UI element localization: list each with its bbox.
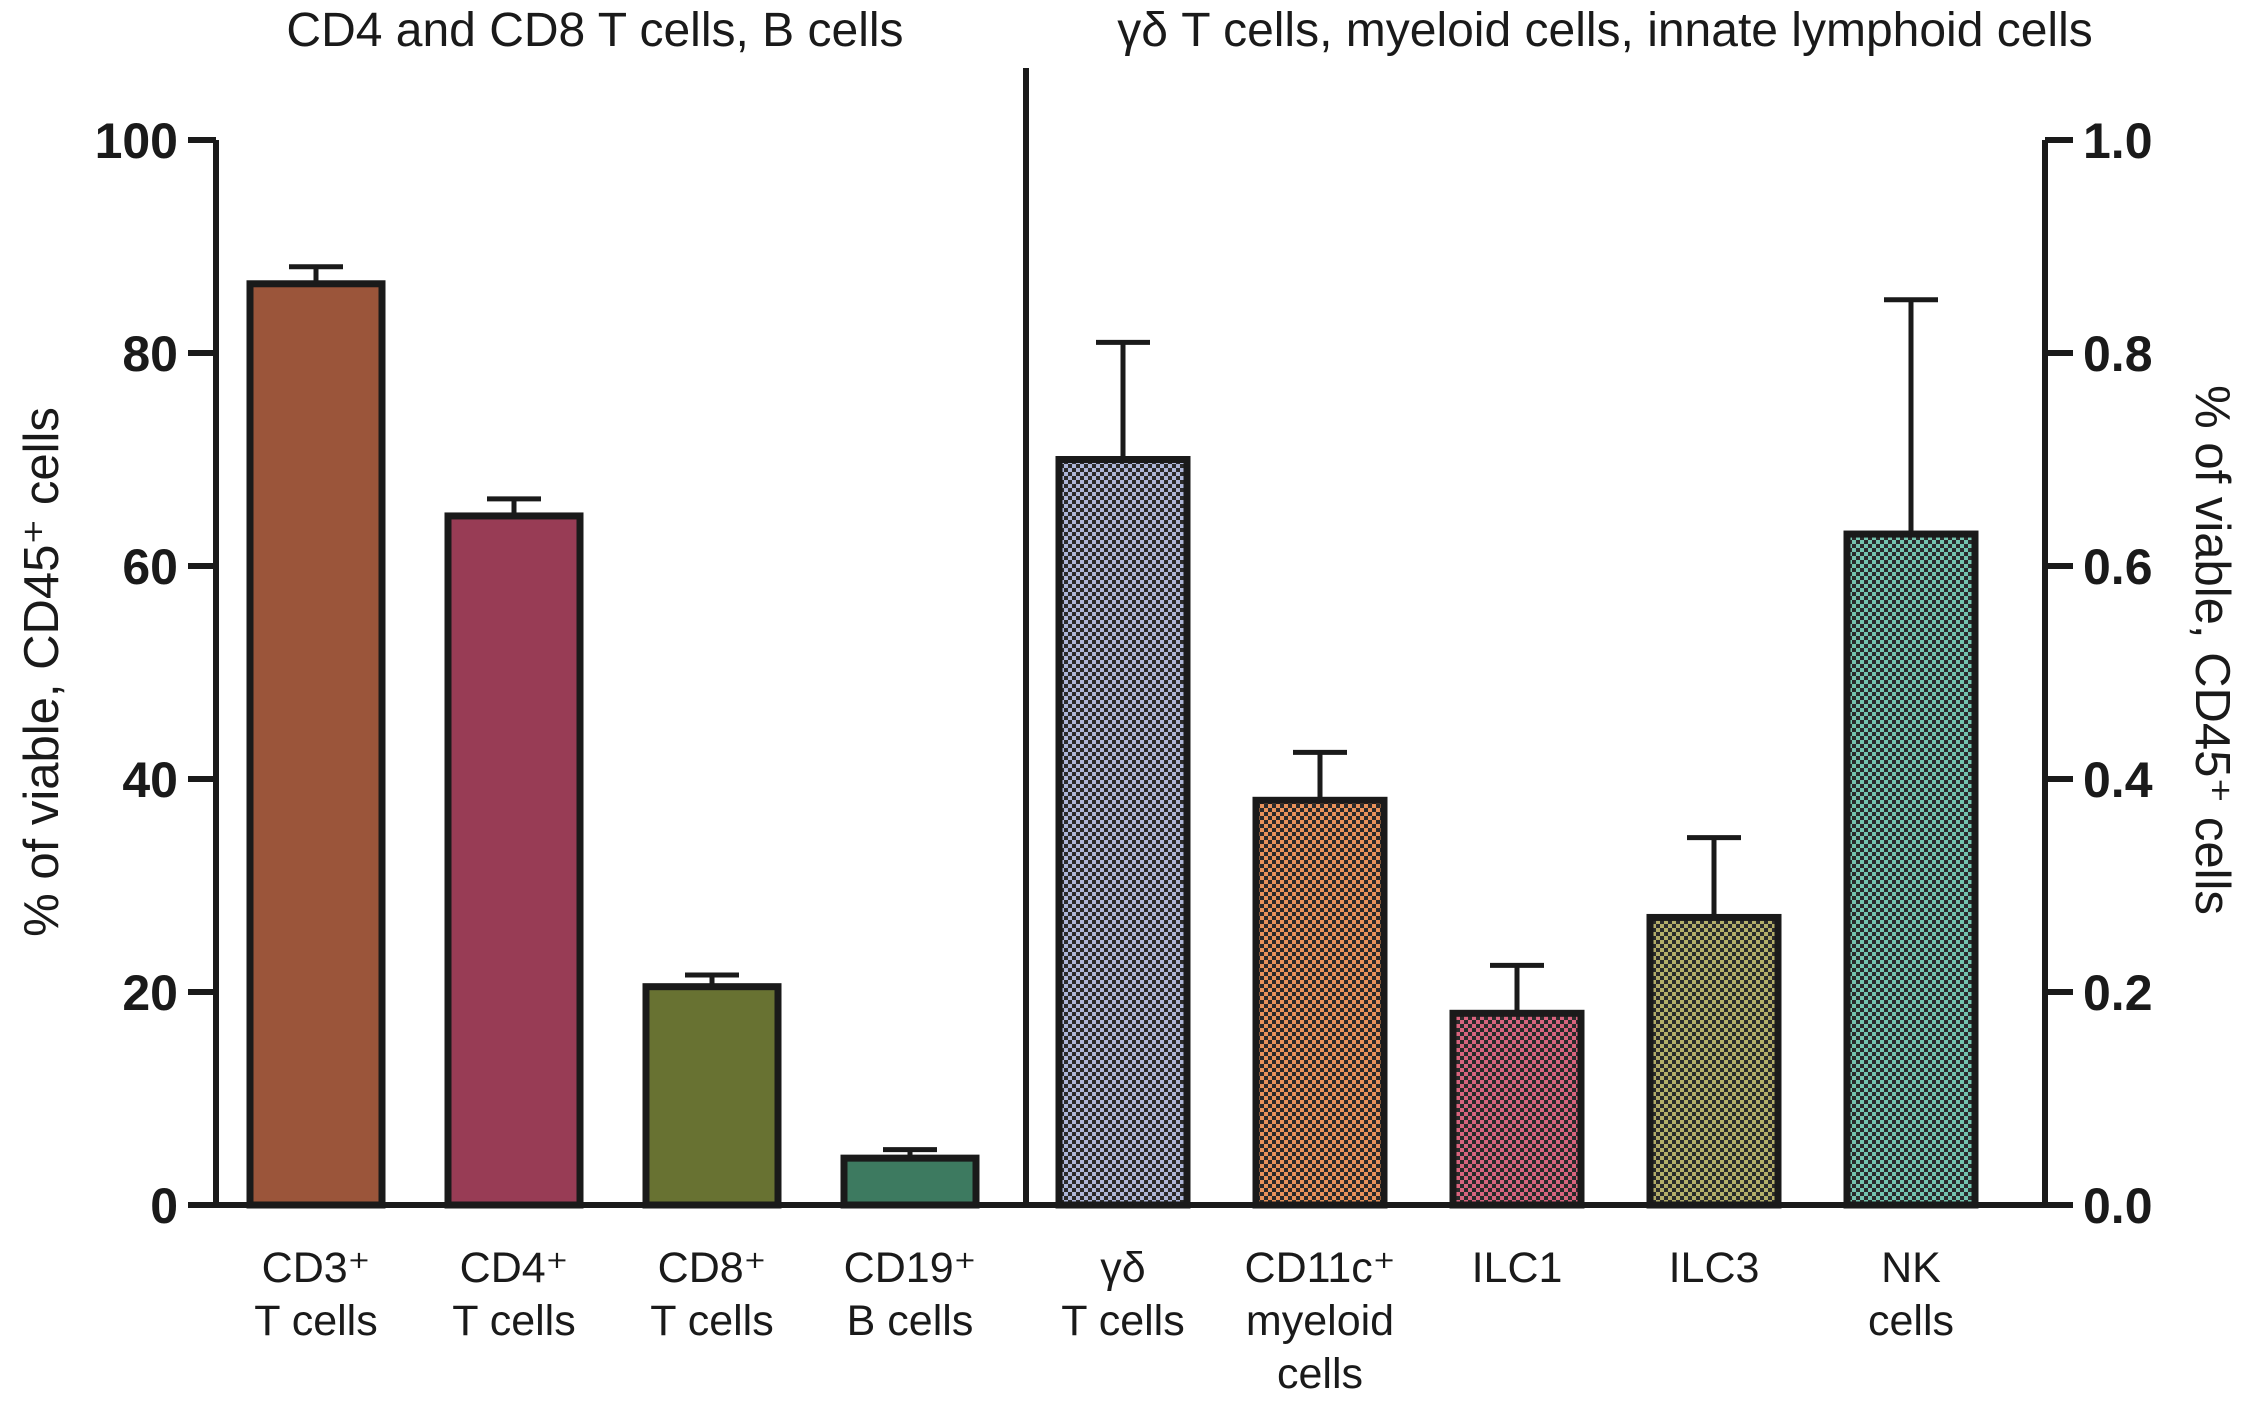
bars — [246, 264, 1979, 1209]
bar — [1449, 1009, 1585, 1209]
bar — [840, 1154, 980, 1209]
category-label: CD8⁺ — [658, 1244, 767, 1292]
bar — [246, 280, 386, 1209]
bar — [1646, 913, 1782, 1209]
left-y-tick-label: 100 — [95, 113, 178, 169]
axis-ticks: 0 20 40 60 80 100 0.0 0.2 0.4 0.6 0.8 1.0 — [95, 113, 2153, 1234]
right-y-tick-label: 0.2 — [2083, 965, 2153, 1021]
right-y-tick-label: 0.8 — [2083, 326, 2153, 382]
category-label: cells — [1868, 1297, 1954, 1345]
category-label: NK — [1881, 1244, 1941, 1292]
category-label: T cells — [650, 1297, 773, 1345]
left-y-tick-label: 80 — [122, 326, 178, 382]
category-label: myeloid — [1246, 1297, 1394, 1345]
bar — [444, 512, 584, 1209]
category-label: CD11c⁺ — [1245, 1244, 1396, 1292]
left-y-tick-label: 40 — [122, 752, 178, 808]
left-y-tick-label: 0 — [150, 1178, 178, 1234]
right-y-tick-label: 0.0 — [2083, 1178, 2153, 1234]
bar — [1252, 796, 1388, 1209]
left-y-tick-label: 20 — [122, 965, 178, 1021]
right-panel-title: γδ T cells, myeloid cells, innate lympho… — [1117, 4, 2093, 57]
left-y-tick-label: 60 — [122, 539, 178, 595]
right-y-tick-label: 0.4 — [2083, 752, 2153, 808]
category-label: cells — [1277, 1350, 1363, 1398]
category-label: ILC1 — [1472, 1244, 1563, 1292]
category-label: T cells — [1061, 1297, 1184, 1345]
left-y-axis-label: % of viable, CD45⁺ cells — [15, 407, 69, 937]
right-y-tick-label: 0.6 — [2083, 539, 2153, 595]
category-label: CD19⁺ — [844, 1244, 977, 1292]
category-label: γδ — [1100, 1244, 1145, 1292]
bar — [642, 983, 782, 1209]
left-panel-title: CD4 and CD8 T cells, B cells — [286, 4, 903, 57]
category-label: B cells — [847, 1297, 974, 1345]
bar — [1843, 530, 1979, 1209]
category-label: T cells — [254, 1297, 377, 1345]
category-label: CD4⁺ — [460, 1244, 569, 1292]
category-labels: CD3⁺ T cells CD4⁺ T cells CD8⁺ T cells CD19⁺ B … — [254, 1244, 1954, 1398]
bar — [1055, 456, 1191, 1209]
category-label: ILC3 — [1669, 1244, 1760, 1292]
right-y-axis-label: % of viable, CD45⁺ cells — [2185, 385, 2239, 915]
right-y-tick-label: 1.0 — [2083, 113, 2153, 169]
category-label: CD3⁺ — [262, 1244, 371, 1292]
category-label: T cells — [452, 1297, 575, 1345]
